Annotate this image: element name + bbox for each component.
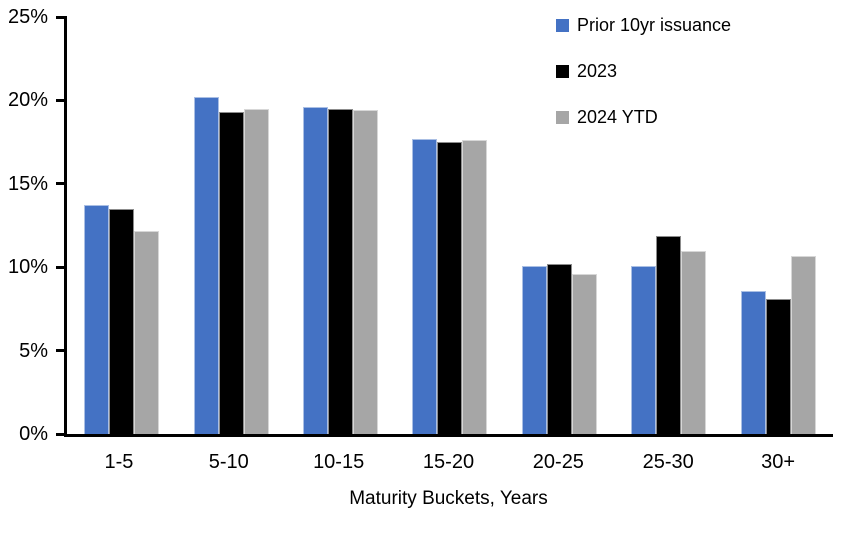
y-tick-mark-0	[56, 432, 67, 436]
x-axis-label-30: 30+	[761, 451, 796, 473]
bar-prior-10yr-issuance-25-30	[631, 265, 657, 434]
bar-group-1-5	[67, 17, 176, 434]
x-axis-label-5-10: 5-10	[208, 451, 249, 473]
y-tick-mark-15	[56, 182, 67, 186]
x-axis-label-20-25: 20-25	[532, 451, 584, 473]
y-tick-mark-20	[56, 98, 67, 102]
bar-2023-20-25	[546, 263, 572, 434]
plot-area	[56, 15, 833, 437]
bar-2023-25-30	[656, 235, 682, 434]
y-tick-mark-5	[56, 349, 67, 353]
legend-item-2023: 2023	[556, 60, 731, 82]
bar-groups	[67, 17, 833, 434]
legend-item-prior-10yr-issuance: Prior 10yr issuance	[556, 14, 731, 36]
bar-2024-ytd-10-15	[353, 110, 379, 434]
bar-group-15-20	[395, 17, 504, 434]
bar-prior-10yr-issuance-15-20	[412, 138, 438, 434]
legend-swatch-icon	[556, 18, 569, 32]
x-axis-label-10-15: 10-15	[313, 451, 365, 473]
bar-2023-5-10	[218, 112, 244, 434]
bar-prior-10yr-issuance-30	[740, 290, 766, 434]
legend-swatch-icon	[556, 64, 569, 78]
y-axis-label-20: 20%	[7, 89, 48, 112]
y-tick-mark-10	[56, 265, 67, 269]
y-tick-mark-25	[56, 15, 67, 19]
bar-prior-10yr-issuance-1-5	[84, 205, 110, 434]
legend-label: 2024 YTD	[577, 107, 658, 127]
bar-2023-10-15	[328, 108, 354, 434]
legend-swatch-icon	[556, 110, 569, 124]
legend: Prior 10yr issuance 2023 2024 YTD	[556, 14, 731, 152]
bar-2023-1-5	[109, 208, 135, 434]
bar-group-10-15	[286, 17, 395, 434]
bar-2024-ytd-25-30	[681, 250, 707, 434]
bar-2024-ytd-1-5	[134, 230, 160, 434]
y-axis-label-0: 0%	[19, 423, 48, 445]
bar-group-20-25	[505, 17, 614, 434]
bar-2024-ytd-15-20	[462, 140, 488, 434]
legend-label: Prior 10yr issuance	[577, 15, 732, 35]
legend-label: 2023	[577, 61, 618, 81]
bar-2024-ytd-30	[790, 255, 816, 434]
legend-item-2024-ytd: 2024 YTD	[556, 106, 731, 128]
bar-group-25-30	[614, 17, 723, 434]
bar-group-5-10	[176, 17, 285, 434]
y-axis-labels: 0% 5% 10% 15% 20% 25%	[0, 7, 48, 444]
y-axis-label-5: 5%	[19, 339, 48, 362]
y-axis-label-15: 15%	[7, 172, 48, 195]
bar-2023-15-20	[437, 142, 463, 434]
bar-2023-30	[765, 298, 791, 434]
y-axis-label-10: 10%	[7, 256, 48, 279]
x-axis-label-1-5: 1-5	[104, 451, 134, 473]
bar-prior-10yr-issuance-10-15	[303, 107, 329, 434]
x-axis-labels: 1-5 5-10 10-15 15-20 20-25 25-30 30+	[64, 450, 833, 474]
y-axis-label-25: 25%	[7, 6, 48, 28]
bar-prior-10yr-issuance-5-10	[193, 97, 219, 434]
bar-2024-ytd-20-25	[571, 273, 597, 434]
x-axis-label-15-20: 15-20	[422, 451, 475, 473]
bar-2024-ytd-5-10	[243, 108, 269, 434]
x-axis-title: Maturity Buckets, Years	[349, 488, 548, 509]
bar-group-30	[724, 17, 833, 434]
bar-prior-10yr-issuance-20-25	[521, 265, 547, 434]
x-axis-label-25-30: 25-30	[642, 451, 694, 473]
